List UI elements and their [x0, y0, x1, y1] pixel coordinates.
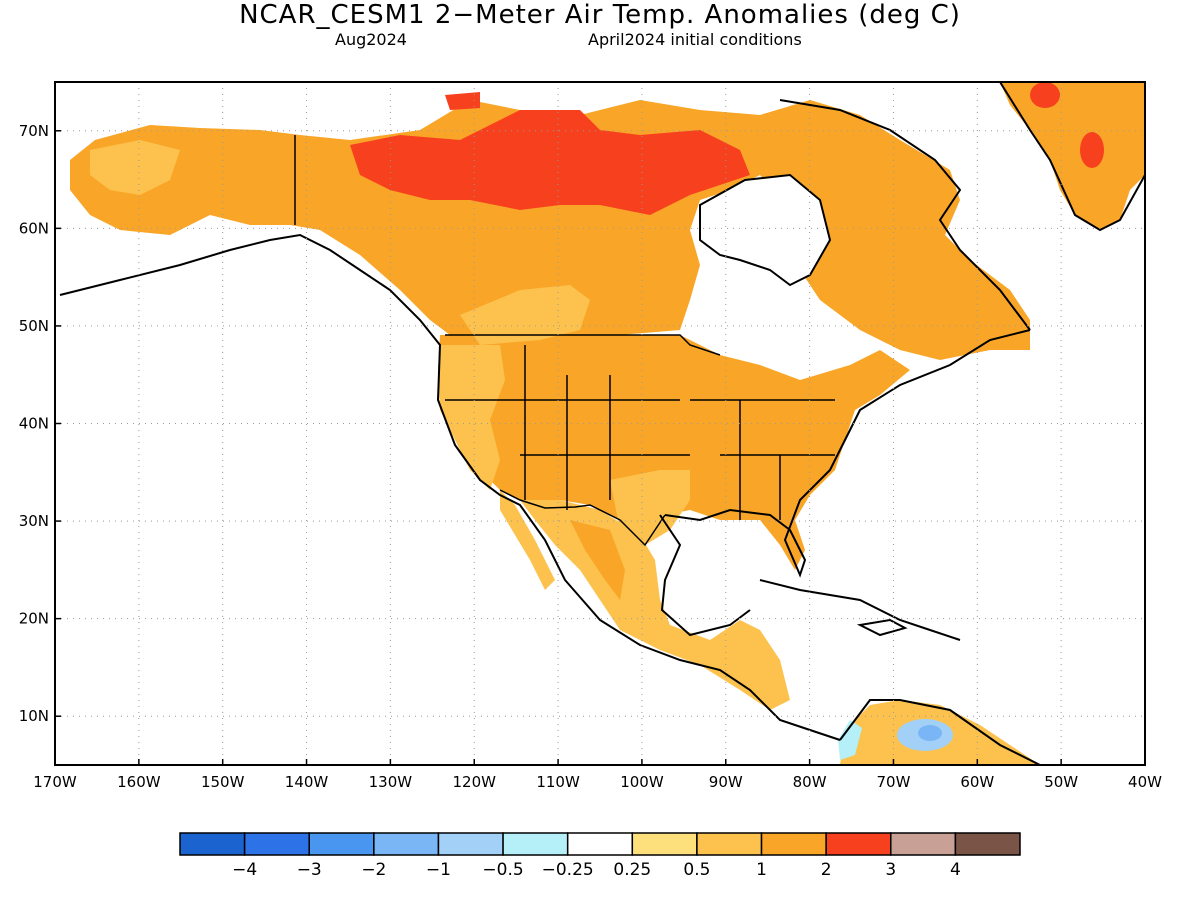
lon-tick-label: 150W	[201, 773, 245, 791]
region-contiguous-us	[438, 335, 910, 570]
colorbar-label: 1	[756, 860, 767, 880]
forecast-month: Aug2024	[335, 30, 407, 49]
region-west-coast-light	[438, 345, 505, 490]
lon-tick-label: 60W	[960, 773, 994, 791]
region-arctic-strong	[350, 110, 750, 215]
region-alaska-light	[90, 140, 180, 195]
lon-tick-label: 40W	[1128, 773, 1162, 791]
map-title: NCAR_CESM1 2−Meter Air Temp. Anomalies (…	[239, 0, 961, 30]
region-baja	[500, 490, 555, 590]
colorbar-swatch	[696, 832, 763, 856]
colorbar-label: −0.5	[482, 860, 523, 880]
colorbar-label: 0.5	[683, 860, 710, 880]
region-mexico-strong	[570, 520, 625, 600]
colorbar-label: 0.25	[613, 860, 651, 880]
region-canada-west-light	[460, 285, 590, 345]
lat-axis-labels: 10N 20N 30N 40N 50N 60N 70N	[19, 122, 61, 725]
colorbar-label: 3	[885, 860, 896, 880]
lat-tick-label: 50N	[19, 317, 49, 335]
lon-axis-labels: 170W 160W 150W 140W 130W 120W 110W 100W 90W 80W 70…	[33, 759, 1162, 791]
lat-tick-label: 30N	[19, 512, 49, 530]
region-alaska-canada	[70, 100, 1030, 360]
lat-tick-label: 60N	[19, 219, 49, 237]
lon-tick-label: 140W	[285, 773, 329, 791]
initial-conditions-label: April2024 initial conditions	[588, 30, 802, 49]
colorbar-swatch	[954, 832, 1021, 856]
colorbar-swatch	[243, 832, 310, 856]
lat-tick-label: 10N	[19, 707, 49, 725]
colorbar-label: −4	[232, 860, 257, 880]
lon-tick-label: 130W	[369, 773, 413, 791]
colorbar-label: −1	[426, 860, 451, 880]
lat-tick-label: 70N	[19, 122, 49, 140]
colorbar-label: 4	[950, 860, 961, 880]
lon-tick-label: 80W	[793, 773, 827, 791]
region-greenland-peak-north	[1030, 82, 1060, 108]
colorbar-label: −2	[361, 860, 386, 880]
region-south-america-cooler	[918, 725, 942, 741]
colorbar-swatch	[631, 832, 698, 856]
region-colombia-cool	[838, 720, 862, 760]
lon-tick-label: 170W	[33, 773, 77, 791]
colorbar-swatch	[308, 832, 375, 856]
region-greenland-peak	[1080, 132, 1104, 168]
colorbar-swatch	[437, 832, 504, 856]
colorbar-swatch	[890, 832, 957, 856]
map-area	[59, 82, 1145, 765]
lat-tick-label: 20N	[19, 610, 49, 628]
lon-tick-label: 160W	[117, 773, 161, 791]
colorbar-swatch	[179, 832, 246, 856]
lon-tick-label: 90W	[709, 773, 743, 791]
lon-tick-label: 70W	[877, 773, 911, 791]
lon-tick-label: 50W	[1044, 773, 1078, 791]
colorbar-swatch	[566, 832, 634, 856]
lon-tick-label: 120W	[452, 773, 496, 791]
colorbar: −4 −3 −2 −1 −0.5 −0.25 0.25 0.5 1 2 3 4	[179, 832, 1021, 880]
lat-tick-label: 40N	[19, 415, 49, 433]
colorbar-label: −3	[297, 860, 322, 880]
lon-tick-label: 110W	[536, 773, 580, 791]
political-borders	[294, 135, 835, 547]
colorbar-swatch	[373, 832, 440, 856]
colorbar-swatch	[502, 832, 569, 856]
region-arctic-islands	[445, 92, 480, 110]
lon-tick-label: 100W	[620, 773, 664, 791]
colorbar-label: −0.25	[542, 860, 594, 880]
colorbar-swatch	[760, 832, 827, 856]
colorbar-label: 2	[821, 860, 832, 880]
colorbar-swatch	[825, 832, 892, 856]
region-texas-light	[610, 470, 690, 545]
coastlines	[59, 82, 1145, 765]
region-greenland	[1000, 82, 1145, 230]
